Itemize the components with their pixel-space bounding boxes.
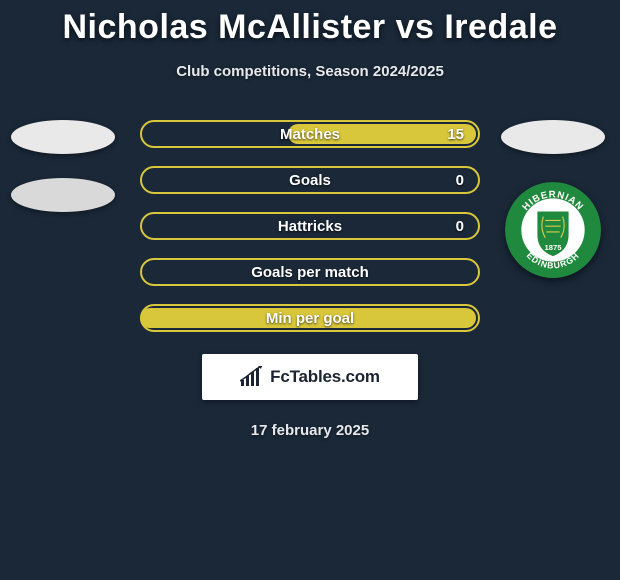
stat-value-right: 0 bbox=[456, 168, 464, 192]
club-crest: HIBERNIAN EDINBURGH 1875 bbox=[505, 182, 601, 278]
fctables-logo[interactable]: FcTables.com bbox=[202, 354, 418, 400]
stat-label: Goals per match bbox=[142, 260, 478, 284]
stat-label: Hattricks bbox=[142, 214, 478, 238]
stat-value-right: 0 bbox=[456, 214, 464, 238]
fctables-logo-text: FcTables.com bbox=[270, 367, 380, 387]
left-badge-1 bbox=[11, 120, 115, 154]
stat-row-hattricks: Hattricks0 bbox=[140, 212, 480, 240]
bar-chart-icon bbox=[240, 366, 264, 388]
crest-svg: HIBERNIAN EDINBURGH 1875 bbox=[505, 182, 601, 278]
left-player-badges bbox=[8, 120, 118, 212]
snapshot-date: 17 february 2025 bbox=[0, 422, 620, 439]
stat-row-min-per-goal: Min per goal bbox=[140, 304, 480, 332]
crest-year: 1875 bbox=[544, 243, 562, 252]
right-player-badges: HIBERNIAN EDINBURGH 1875 bbox=[498, 120, 608, 278]
stat-row-matches: Matches15 bbox=[140, 120, 480, 148]
right-badge-1 bbox=[501, 120, 605, 154]
stat-row-goals: Goals0 bbox=[140, 166, 480, 194]
page-title: Nicholas McAllister vs Iredale bbox=[0, 0, 620, 47]
stat-fill bbox=[140, 308, 476, 328]
main-container: Nicholas McAllister vs Iredale Club comp… bbox=[0, 0, 620, 580]
stat-label: Goals bbox=[142, 168, 478, 192]
subtitle: Club competitions, Season 2024/2025 bbox=[0, 63, 620, 80]
stat-value-right: 15 bbox=[447, 122, 464, 146]
stat-row-goals-per-match: Goals per match bbox=[140, 258, 480, 286]
left-badge-2 bbox=[11, 178, 115, 212]
